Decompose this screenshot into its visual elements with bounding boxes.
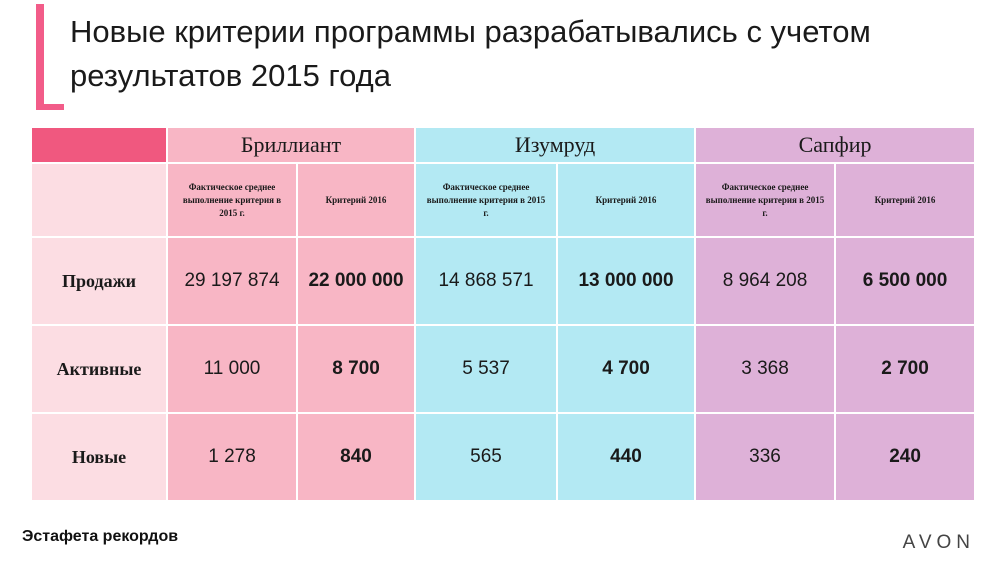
group-header-row: Бриллиант Изумруд Сапфир — [32, 128, 975, 162]
table-row: Активные 11 000 8 700 5 537 4 700 3 368 … — [32, 326, 975, 412]
table-row: Новые 1 278 840 565 440 336 240 — [32, 414, 975, 500]
criterion-cell: 4 700 — [558, 326, 695, 412]
table-row: Продажи 29 197 874 22 000 000 14 868 571… — [32, 238, 975, 324]
sub-header-actual: Фактическое среднее выполнение критерия … — [168, 164, 296, 236]
value-cell: 29 197 874 — [168, 238, 296, 324]
criterion-cell: 13 000 000 — [558, 238, 695, 324]
accent-bar-horizontal — [36, 104, 64, 110]
sub-header-criterion: Критерий 2016 — [298, 164, 415, 236]
sub-header-criterion: Критерий 2016 — [836, 164, 975, 236]
group-header-emerald: Изумруд — [416, 128, 695, 162]
sub-header-blank — [32, 164, 166, 236]
sub-header-criterion: Критерий 2016 — [558, 164, 695, 236]
value-cell: 14 868 571 — [416, 238, 557, 324]
group-header-brilliant: Бриллиант — [168, 128, 415, 162]
corner-cell — [32, 128, 166, 162]
value-cell: 3 368 — [696, 326, 835, 412]
value-cell: 8 964 208 — [696, 238, 835, 324]
brand-logo: AVON — [902, 532, 975, 553]
accent-bar-vertical — [36, 4, 44, 110]
row-label: Активные — [32, 326, 166, 412]
page-title: Новые критерии программы разрабатывались… — [70, 14, 871, 93]
criterion-cell: 6 500 000 — [836, 238, 975, 324]
criterion-cell: 840 — [298, 414, 415, 500]
footer-program-name: Эстафета рекордов — [22, 528, 179, 545]
criterion-cell: 440 — [558, 414, 695, 500]
row-label: Продажи — [32, 238, 166, 324]
criterion-cell: 22 000 000 — [298, 238, 415, 324]
value-cell: 336 — [696, 414, 835, 500]
value-cell: 1 278 — [168, 414, 296, 500]
sub-header-actual: Фактическое среднее выполнение критерия … — [696, 164, 835, 236]
criteria-table: Бриллиант Изумруд Сапфир Фактическое сре… — [30, 126, 976, 502]
value-cell: 5 537 — [416, 326, 557, 412]
value-cell: 565 — [416, 414, 557, 500]
value-cell: 11 000 — [168, 326, 296, 412]
criterion-cell: 240 — [836, 414, 975, 500]
sub-header-actual: Фактическое среднее выполнение критерия … — [416, 164, 557, 236]
criterion-cell: 8 700 — [298, 326, 415, 412]
group-header-sapphire: Сапфир — [696, 128, 975, 162]
sub-header-row: Фактическое среднее выполнение критерия … — [32, 164, 975, 236]
row-label: Новые — [32, 414, 166, 500]
criterion-cell: 2 700 — [836, 326, 975, 412]
